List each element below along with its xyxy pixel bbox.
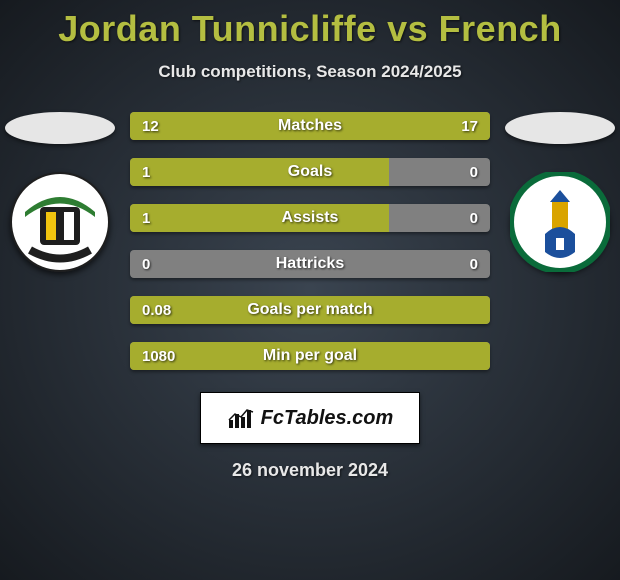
crest-left-icon xyxy=(10,172,110,272)
player-left-silhouette xyxy=(5,112,115,144)
stat-row: 10Assists xyxy=(130,204,490,232)
date-label: 26 november 2024 xyxy=(0,460,620,481)
club-crest-left xyxy=(10,172,110,272)
watermark: FcTables.com xyxy=(200,392,420,444)
stat-row: 0.08Goals per match xyxy=(130,296,490,324)
watermark-text: FcTables.com xyxy=(261,407,394,430)
stat-row: 1080Min per goal xyxy=(130,342,490,370)
stat-label: Min per goal xyxy=(130,342,490,370)
player-right-silhouette xyxy=(505,112,615,144)
player-left-column xyxy=(0,112,120,272)
stat-label: Matches xyxy=(130,112,490,140)
subtitle: Club competitions, Season 2024/2025 xyxy=(0,62,620,82)
stat-bars: 1217Matches 10Goals 10Assists 00Hattricks 0.… xyxy=(130,112,490,370)
club-crest-right xyxy=(510,172,610,272)
stat-label: Assists xyxy=(130,204,490,232)
stat-row: 00Hattricks xyxy=(130,250,490,278)
stat-label: Hattricks xyxy=(130,250,490,278)
stat-label: Goals per match xyxy=(130,296,490,324)
comparison-panel: 1217Matches 10Goals 10Assists 00Hattricks 0.… xyxy=(0,112,620,370)
stat-label: Goals xyxy=(130,158,490,186)
chart-icon xyxy=(227,406,255,430)
stat-row: 10Goals xyxy=(130,158,490,186)
stat-row: 1217Matches xyxy=(130,112,490,140)
crest-right-icon xyxy=(510,172,610,272)
player-right-column xyxy=(500,112,620,272)
page-title: Jordan Tunnicliffe vs French xyxy=(0,0,620,50)
